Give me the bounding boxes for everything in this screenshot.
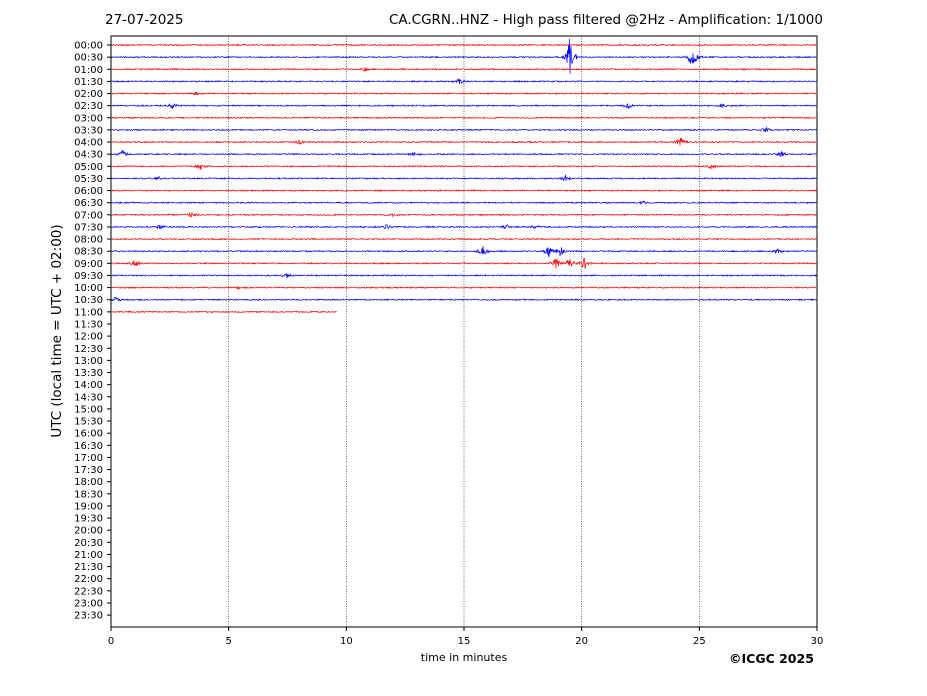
y-tick-label: 18:00 bbox=[74, 477, 103, 488]
x-axis-label: time in minutes bbox=[420, 651, 508, 664]
y-tick-label: 15:00 bbox=[74, 404, 103, 415]
y-tick-label: 01:30 bbox=[74, 77, 103, 88]
y-tick-label: 09:00 bbox=[74, 259, 103, 270]
y-tick-label: 02:00 bbox=[74, 89, 103, 100]
y-tick-label: 14:30 bbox=[74, 392, 103, 403]
x-tick-label: 20 bbox=[575, 636, 588, 647]
trace-1100 bbox=[110, 310, 337, 314]
trace-0600 bbox=[110, 189, 818, 192]
y-tick-label: 07:00 bbox=[74, 210, 103, 221]
y-tick-label: 06:30 bbox=[74, 198, 103, 209]
y-tick-label: 17:00 bbox=[74, 453, 103, 464]
y-tick-label: 23:30 bbox=[74, 611, 103, 622]
trace-0200 bbox=[110, 91, 818, 96]
y-tick-label: 18:30 bbox=[74, 489, 103, 500]
trace-0430 bbox=[110, 149, 818, 157]
y-tick-label: 09:30 bbox=[74, 271, 103, 282]
y-tick-label: 05:30 bbox=[74, 174, 103, 185]
y-tick-label: 03:00 bbox=[74, 113, 103, 124]
trace-0930 bbox=[110, 273, 818, 279]
trace-1000 bbox=[110, 285, 818, 291]
y-tick-label: 12:30 bbox=[74, 344, 103, 355]
y-tick-label: 21:00 bbox=[74, 550, 103, 561]
x-tick-label: 25 bbox=[693, 636, 706, 647]
y-tick-label: 20:30 bbox=[74, 538, 103, 549]
y-tick-label: 02:30 bbox=[74, 101, 103, 112]
y-tick-label: 08:30 bbox=[74, 247, 103, 258]
trace-0730 bbox=[110, 224, 818, 230]
y-tick-label: 07:30 bbox=[74, 222, 103, 233]
date-label: 27-07-2025 bbox=[105, 12, 184, 28]
trace-0800 bbox=[110, 237, 818, 241]
y-tick-label: 00:30 bbox=[74, 53, 103, 64]
trace-0900 bbox=[110, 257, 818, 270]
x-tick-label: 15 bbox=[458, 636, 471, 647]
y-tick-label: 13:00 bbox=[74, 356, 103, 367]
x-tick-label: 30 bbox=[811, 636, 824, 647]
y-tick-label: 15:30 bbox=[74, 417, 103, 428]
y-tick-label: 17:30 bbox=[74, 465, 103, 476]
chart-title: CA.CGRN..HNZ - High pass filtered @2Hz -… bbox=[388, 12, 823, 28]
y-tick-label: 14:00 bbox=[74, 380, 103, 391]
y-tick-label: 11:30 bbox=[74, 319, 103, 330]
y-tick-label: 04:00 bbox=[74, 138, 103, 149]
y-tick-label: 10:30 bbox=[74, 295, 103, 306]
y-tick-label: 08:00 bbox=[74, 235, 103, 246]
trace-0830 bbox=[110, 246, 818, 257]
y-tick-label: 19:00 bbox=[74, 501, 103, 512]
trace-1030 bbox=[110, 296, 818, 302]
trace-0300 bbox=[110, 116, 818, 120]
trace-0630 bbox=[110, 200, 818, 206]
y-tick-label: 03:30 bbox=[74, 125, 103, 136]
y-tick-label: 16:00 bbox=[74, 429, 103, 440]
trace-0130 bbox=[110, 78, 818, 85]
y-tick-label: 06:00 bbox=[74, 186, 103, 197]
trace-0030 bbox=[110, 39, 818, 74]
copyright-label: ©ICGC 2025 bbox=[729, 651, 814, 666]
trace-0330 bbox=[110, 126, 818, 133]
y-tick-label: 22:00 bbox=[74, 574, 103, 585]
y-tick-label: 10:00 bbox=[74, 283, 103, 294]
y-tick-label: 05:00 bbox=[74, 162, 103, 173]
x-tick-label: 5 bbox=[225, 636, 231, 647]
y-tick-label: 19:30 bbox=[74, 514, 103, 525]
trace-0530 bbox=[110, 174, 818, 182]
y-tick-label: 13:30 bbox=[74, 368, 103, 379]
y-tick-label: 11:00 bbox=[74, 307, 103, 318]
y-tick-label: 22:30 bbox=[74, 586, 103, 597]
trace-0100 bbox=[110, 67, 818, 72]
trace-0500 bbox=[110, 164, 818, 170]
y-tick-label: 00:00 bbox=[74, 41, 103, 52]
y-tick-label: 23:00 bbox=[74, 598, 103, 609]
x-tick-label: 10 bbox=[340, 636, 353, 647]
y-tick-label: 21:30 bbox=[74, 562, 103, 573]
x-tick-label: 0 bbox=[108, 636, 114, 647]
y-tick-label: 12:00 bbox=[74, 332, 103, 343]
y-tick-label: 20:00 bbox=[74, 526, 103, 537]
trace-0230 bbox=[110, 103, 818, 110]
y-tick-label: 04:30 bbox=[74, 150, 103, 161]
trace-0400 bbox=[110, 137, 818, 146]
y-tick-label: 16:30 bbox=[74, 441, 103, 452]
y-tick-label: 01:00 bbox=[74, 65, 103, 76]
trace-0000 bbox=[110, 43, 818, 47]
trace-0700 bbox=[110, 211, 818, 218]
